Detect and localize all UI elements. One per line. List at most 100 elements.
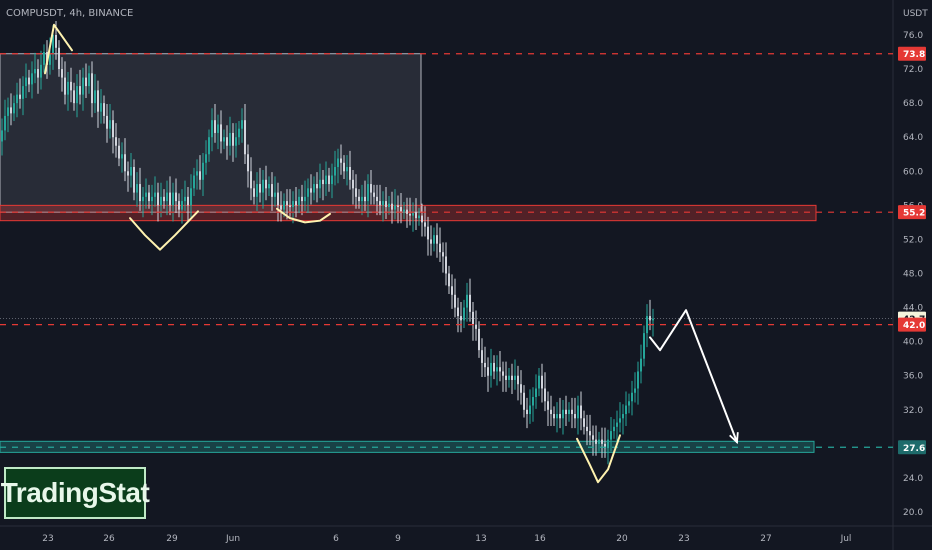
candle-body bbox=[388, 203, 390, 208]
candle-body bbox=[100, 103, 102, 112]
candle-body bbox=[631, 392, 633, 402]
candle-body bbox=[349, 167, 351, 180]
candle-body bbox=[4, 115, 6, 131]
candle-body bbox=[610, 431, 612, 440]
x-tick-label: 29 bbox=[166, 534, 178, 544]
x-tick-label: 20 bbox=[616, 534, 628, 544]
pattern-bottom-trough bbox=[576, 434, 621, 484]
candle-body bbox=[328, 175, 330, 185]
candle-body bbox=[439, 243, 441, 253]
candle-body bbox=[172, 192, 174, 206]
candle-body bbox=[496, 367, 498, 372]
candle-body bbox=[322, 179, 324, 185]
candle-body bbox=[106, 115, 108, 129]
candle-body bbox=[103, 103, 105, 116]
candle-body bbox=[10, 107, 12, 114]
candle-body bbox=[340, 158, 342, 163]
candle-body bbox=[559, 414, 561, 419]
price-tag bbox=[898, 317, 926, 332]
candle-body bbox=[580, 405, 582, 419]
pattern-left-trough bbox=[129, 210, 199, 251]
x-tick-label: Jul bbox=[840, 534, 852, 544]
candle-body bbox=[223, 137, 225, 142]
candle-body bbox=[193, 175, 195, 189]
x-tick-label: 13 bbox=[475, 534, 486, 544]
candle-body bbox=[166, 192, 168, 202]
candle-body bbox=[571, 409, 573, 415]
y-tick-label: 24.0 bbox=[903, 474, 923, 484]
candle-body bbox=[412, 212, 414, 216]
candle-body bbox=[487, 367, 489, 376]
candle-body bbox=[214, 120, 216, 133]
candle-body bbox=[109, 120, 111, 129]
candle-body bbox=[202, 162, 204, 180]
candle-body bbox=[163, 196, 165, 202]
candle-body bbox=[508, 375, 510, 380]
candle-body bbox=[331, 175, 333, 185]
candle-body bbox=[373, 192, 375, 197]
x-tick-label: 26 bbox=[103, 534, 115, 544]
candle-body bbox=[292, 201, 294, 208]
candle-body bbox=[382, 201, 384, 206]
candle-body bbox=[364, 196, 366, 202]
candle-body bbox=[118, 145, 120, 159]
candle-body bbox=[358, 196, 360, 202]
candle-body bbox=[595, 439, 597, 444]
candle-body bbox=[562, 409, 564, 419]
candle-body bbox=[343, 162, 345, 172]
candle-body bbox=[547, 401, 549, 410]
candle-body bbox=[604, 443, 606, 449]
candle-body bbox=[442, 252, 444, 257]
y-tick-label: 40.0 bbox=[903, 338, 923, 348]
candle-body bbox=[499, 367, 501, 372]
candle-body bbox=[208, 137, 210, 155]
candle-body bbox=[85, 77, 87, 87]
candle-body bbox=[505, 375, 507, 380]
candle-body bbox=[394, 205, 396, 210]
candle-body bbox=[16, 94, 18, 104]
y-tick-label: 76.0 bbox=[903, 31, 923, 41]
candle-body bbox=[148, 192, 150, 202]
candle-body bbox=[91, 73, 93, 104]
candle-body bbox=[280, 205, 282, 210]
candle-body bbox=[25, 77, 27, 87]
candle-body bbox=[70, 81, 72, 91]
candle-body bbox=[424, 222, 426, 227]
candle-body bbox=[115, 137, 117, 146]
candle-body bbox=[511, 375, 513, 380]
tradingstat-logo: TradingStat bbox=[1, 467, 150, 519]
candle-body bbox=[529, 405, 531, 415]
candle-body bbox=[52, 35, 54, 54]
candle-body bbox=[334, 167, 336, 176]
candle-body bbox=[421, 215, 423, 223]
candle-body bbox=[226, 137, 228, 146]
price-tag-label: 73.8 bbox=[903, 50, 925, 60]
y-tick-label: 68.0 bbox=[903, 99, 923, 109]
candle-body bbox=[268, 184, 270, 189]
pattern-mid-trough bbox=[276, 207, 331, 224]
y-tick-label: 64.0 bbox=[903, 133, 923, 143]
price-unit-label: USDT bbox=[903, 9, 928, 19]
candle-body bbox=[409, 213, 411, 216]
y-tick-label: 44.0 bbox=[903, 304, 923, 314]
candle-body bbox=[19, 94, 21, 99]
candle-body bbox=[445, 256, 447, 274]
candle-body bbox=[337, 158, 339, 168]
candle-body bbox=[454, 294, 456, 308]
candle-body bbox=[400, 207, 402, 212]
candle-body bbox=[433, 235, 435, 244]
candle-body bbox=[154, 192, 156, 197]
candle-body bbox=[211, 120, 213, 138]
candle-body bbox=[133, 167, 135, 193]
candle-body bbox=[532, 397, 534, 406]
y-tick-label: 32.0 bbox=[903, 406, 923, 416]
candle-body bbox=[124, 154, 126, 172]
candle-body bbox=[523, 392, 525, 410]
candle-body bbox=[28, 77, 30, 85]
candle-body bbox=[121, 154, 123, 159]
candle-body bbox=[457, 307, 459, 317]
candle-body bbox=[484, 362, 486, 368]
candle-body bbox=[184, 196, 186, 202]
price-tag-label: 42.0 bbox=[903, 321, 925, 331]
